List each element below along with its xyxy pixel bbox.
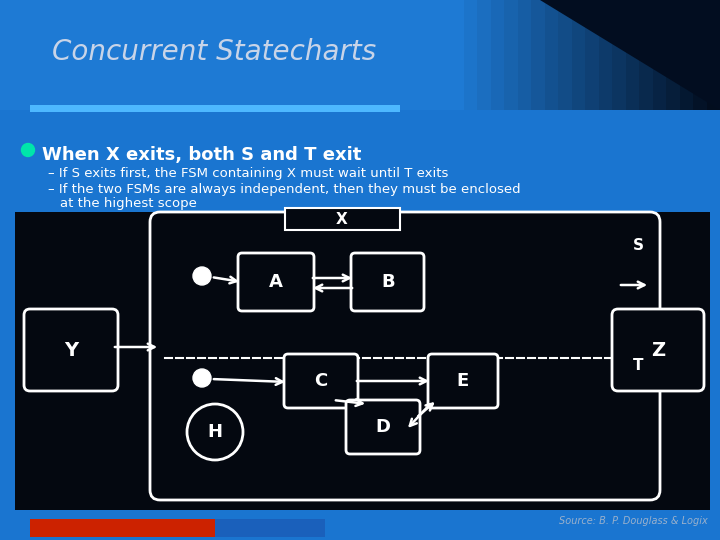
Bar [518, 0, 531, 110]
FancyBboxPatch shape [24, 309, 118, 391]
Bar [652, 0, 666, 110]
Bar [531, 0, 544, 110]
Bar [558, 0, 572, 110]
Text: A: A [269, 273, 283, 291]
FancyBboxPatch shape [346, 400, 420, 454]
FancyBboxPatch shape [285, 208, 400, 230]
FancyBboxPatch shape [351, 253, 424, 311]
Bar [477, 0, 490, 110]
Text: When X exits, both S and T exit: When X exits, both S and T exit [42, 146, 361, 164]
Bar [504, 0, 518, 110]
Bar [666, 0, 680, 110]
Polygon shape [540, 0, 720, 110]
Bar [544, 0, 558, 110]
Text: Z: Z [651, 341, 665, 360]
Bar [639, 0, 652, 110]
FancyBboxPatch shape [428, 354, 498, 408]
Bar [585, 0, 598, 110]
Bar [680, 0, 693, 110]
Bar [464, 0, 477, 110]
Bar [215, 519, 325, 537]
Text: C: C [315, 372, 328, 390]
Text: – If the two FSMs are always independent, then they must be enclosed: – If the two FSMs are always independent… [48, 184, 521, 197]
Text: T: T [633, 357, 643, 373]
Circle shape [193, 267, 211, 285]
Circle shape [193, 369, 211, 387]
Bar [30, 105, 400, 112]
Text: Concurrent Statecharts: Concurrent Statecharts [52, 38, 377, 66]
Bar [0, 110, 720, 540]
Text: S: S [632, 238, 644, 253]
Circle shape [22, 144, 35, 157]
Text: at the highest scope: at the highest scope [60, 198, 197, 211]
Text: H: H [207, 423, 222, 441]
FancyBboxPatch shape [238, 253, 314, 311]
Bar [572, 0, 585, 110]
Bar [490, 0, 504, 110]
Bar [15, 212, 710, 510]
Bar [30, 519, 215, 537]
Bar [626, 0, 639, 110]
Text: Y: Y [64, 341, 78, 360]
Text: – If S exits first, the FSM containing X must wait until T exits: – If S exits first, the FSM containing X… [48, 167, 449, 180]
Text: B: B [381, 273, 395, 291]
FancyBboxPatch shape [612, 309, 704, 391]
Bar [693, 0, 706, 110]
Bar [598, 0, 612, 110]
Bar [706, 0, 720, 110]
Bar [0, 0, 450, 110]
Text: E: E [457, 372, 469, 390]
Bar [612, 0, 626, 110]
FancyBboxPatch shape [150, 212, 660, 500]
Text: X: X [336, 212, 348, 226]
Circle shape [187, 404, 243, 460]
Text: Source: B. P. Douglass & Logix: Source: B. P. Douglass & Logix [559, 516, 708, 526]
Bar [450, 0, 464, 110]
FancyBboxPatch shape [284, 354, 358, 408]
Text: D: D [376, 418, 390, 436]
